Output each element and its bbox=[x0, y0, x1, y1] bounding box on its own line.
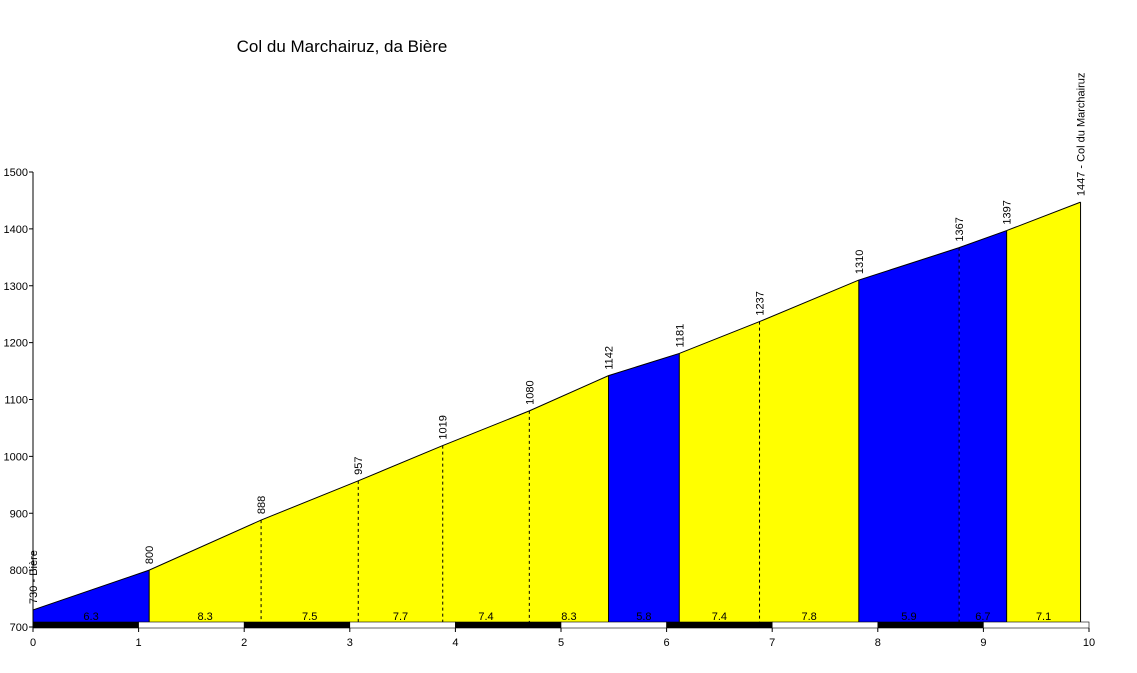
gradient-label: 6.3 bbox=[83, 611, 98, 623]
x-tick-label: 4 bbox=[452, 637, 458, 649]
x-tick-label: 3 bbox=[347, 637, 353, 649]
gradient-label: 7.8 bbox=[802, 611, 817, 623]
y-tick-label: 900 bbox=[10, 508, 28, 520]
gradient-label: 5.9 bbox=[901, 611, 916, 623]
altitude-labels: 730 - Bière 800 888 957 1019 1080 1142 1181 1237… bbox=[28, 73, 1088, 604]
segment-dividers bbox=[148, 202, 1082, 622]
altitude-label: 1181 bbox=[674, 324, 686, 348]
altitude-label: 1080 bbox=[524, 380, 536, 404]
gradient-label: 7.7 bbox=[393, 611, 408, 623]
x-tick-label: 2 bbox=[241, 637, 247, 649]
y-tick-label: 1400 bbox=[4, 224, 28, 236]
gradient-label: 8.3 bbox=[197, 611, 212, 623]
x-tick-label: 8 bbox=[875, 637, 881, 649]
altitude-label: 730 - Bière bbox=[28, 550, 40, 604]
altitude-label: 1142 bbox=[604, 346, 616, 370]
y-tick-label: 1100 bbox=[4, 395, 28, 407]
gradient-label: 5.8 bbox=[636, 611, 651, 623]
profile-line bbox=[32, 201, 1081, 611]
gradient-label: 6.7 bbox=[975, 611, 990, 623]
x-tick-label: 0 bbox=[30, 637, 36, 649]
x-tick-label: 1 bbox=[136, 637, 142, 649]
segment-area bbox=[149, 520, 262, 622]
km-scale-bar bbox=[32, 621, 1090, 629]
y-tick-labels: 700 800 900 1000 1100 1200 1300 1400 1500 bbox=[4, 167, 28, 634]
axes bbox=[29, 171, 1090, 632]
altitude-label: 1237 bbox=[755, 291, 767, 315]
segment-area bbox=[858, 247, 960, 623]
scale-bar-km bbox=[455, 621, 562, 629]
y-tick-label: 1000 bbox=[4, 451, 28, 463]
altitude-label: 1310 bbox=[854, 250, 866, 274]
gradient-label: 7.4 bbox=[478, 611, 493, 623]
altitude-label: 800 bbox=[144, 546, 156, 564]
y-tick-label: 700 bbox=[10, 622, 28, 634]
scale-bar-km bbox=[877, 621, 984, 629]
profile-segments bbox=[33, 202, 1081, 623]
altitude-label: 1397 bbox=[1002, 200, 1014, 224]
altitude-label: 888 bbox=[256, 496, 268, 514]
x-tick-label: 9 bbox=[980, 637, 986, 649]
chart-title: Col du Marchairuz, da Bière bbox=[237, 37, 448, 56]
y-tick-label: 1200 bbox=[4, 338, 28, 350]
segment-area bbox=[442, 410, 530, 622]
gradient-label: 8.3 bbox=[561, 611, 576, 623]
segment-area bbox=[1006, 202, 1081, 623]
scale-bar-km bbox=[243, 621, 351, 629]
gradient-label: 7.4 bbox=[712, 611, 727, 623]
x-tick-label: 10 bbox=[1083, 637, 1095, 649]
profile-polyline bbox=[32, 201, 1081, 611]
scale-bar-km bbox=[983, 621, 1090, 629]
y-tick-label: 1500 bbox=[4, 167, 28, 179]
x-tick-label: 6 bbox=[664, 637, 670, 649]
y-tick-label: 1300 bbox=[4, 281, 28, 293]
scale-bar-km bbox=[138, 621, 245, 629]
gradient-label: 7.1 bbox=[1036, 611, 1051, 623]
x-tick-label: 5 bbox=[558, 637, 564, 649]
segment-area bbox=[33, 570, 150, 622]
altitude-label: 1367 bbox=[954, 217, 966, 241]
segment-area bbox=[679, 321, 760, 622]
gradient-labels: 6.3 8.3 7.5 7.7 7.4 8.3 5.8 7.4 7.8 5.9 6.7 7.1 bbox=[83, 611, 1051, 623]
y-tick-label: 800 bbox=[10, 565, 28, 577]
altitude-label: 1447 - Col du Marchairuz bbox=[1076, 73, 1088, 197]
x-tick-labels: 0 1 2 3 4 5 6 7 8 9 10 bbox=[30, 637, 1095, 649]
segment-area bbox=[358, 445, 443, 622]
x-tick-label: 7 bbox=[769, 637, 775, 649]
gradient-label: 7.5 bbox=[302, 611, 317, 623]
altitude-label: 1019 bbox=[438, 415, 450, 439]
scale-bar-km bbox=[771, 621, 879, 629]
segment-area bbox=[759, 280, 859, 622]
segment-area bbox=[959, 230, 1007, 623]
segment-area bbox=[261, 480, 359, 622]
segment-area bbox=[529, 375, 609, 622]
altitude-label: 957 bbox=[353, 456, 365, 474]
segment-area bbox=[608, 353, 680, 622]
